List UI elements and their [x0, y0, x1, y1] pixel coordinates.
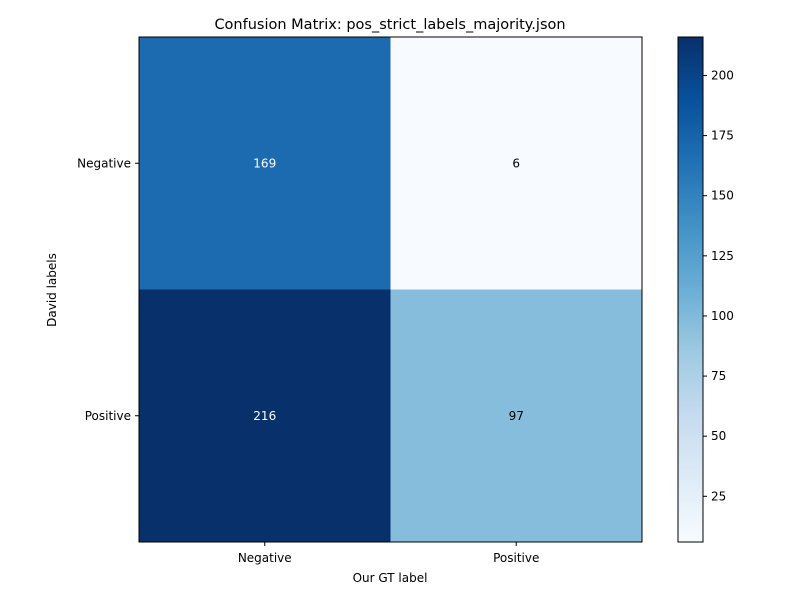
- plot-frame: [138, 36, 643, 543]
- x-tick-label: Negative: [238, 551, 292, 565]
- heatmap-cell: [139, 37, 391, 290]
- cell-value-label: 169: [253, 156, 276, 170]
- heatmap-cell: [139, 289, 391, 542]
- colorbar-tick-label: 125: [711, 249, 734, 263]
- y-tick-label: Positive: [85, 409, 131, 423]
- colorbar-tick-label: 100: [711, 309, 734, 323]
- chart-title: Confusion Matrix: pos_strict_labels_majo…: [214, 17, 565, 33]
- colorbar-tick-label: 75: [711, 369, 726, 383]
- colorbar-tick-label: 50: [711, 429, 726, 443]
- cell-value-label: 6: [512, 156, 520, 170]
- cell-value-label: 216: [253, 409, 276, 423]
- colorbar-tick-label: 175: [711, 129, 734, 143]
- heatmap-cell: [390, 289, 642, 542]
- colorbar-tick-label: 200: [711, 68, 734, 82]
- colorbar-ticks: 25 50 75 100 125 150 175 200: [703, 68, 734, 503]
- y-tick-label: Negative: [77, 156, 131, 170]
- colorbar-tick-label: 25: [711, 489, 726, 503]
- y-axis-label: David labels: [45, 253, 59, 327]
- colorbar: [677, 36, 704, 543]
- y-axis-ticks: Negative Positive: [77, 156, 139, 423]
- colorbar-tick-label: 150: [711, 189, 734, 203]
- x-axis-ticks: Negative Positive: [238, 542, 539, 565]
- cell-value-label: 97: [509, 409, 524, 423]
- x-axis-label: Our GT label: [353, 571, 428, 585]
- heatmap-cells: 169 6 216 97: [139, 37, 642, 542]
- x-tick-label: Positive: [493, 551, 539, 565]
- heatmap-cell: [390, 37, 642, 290]
